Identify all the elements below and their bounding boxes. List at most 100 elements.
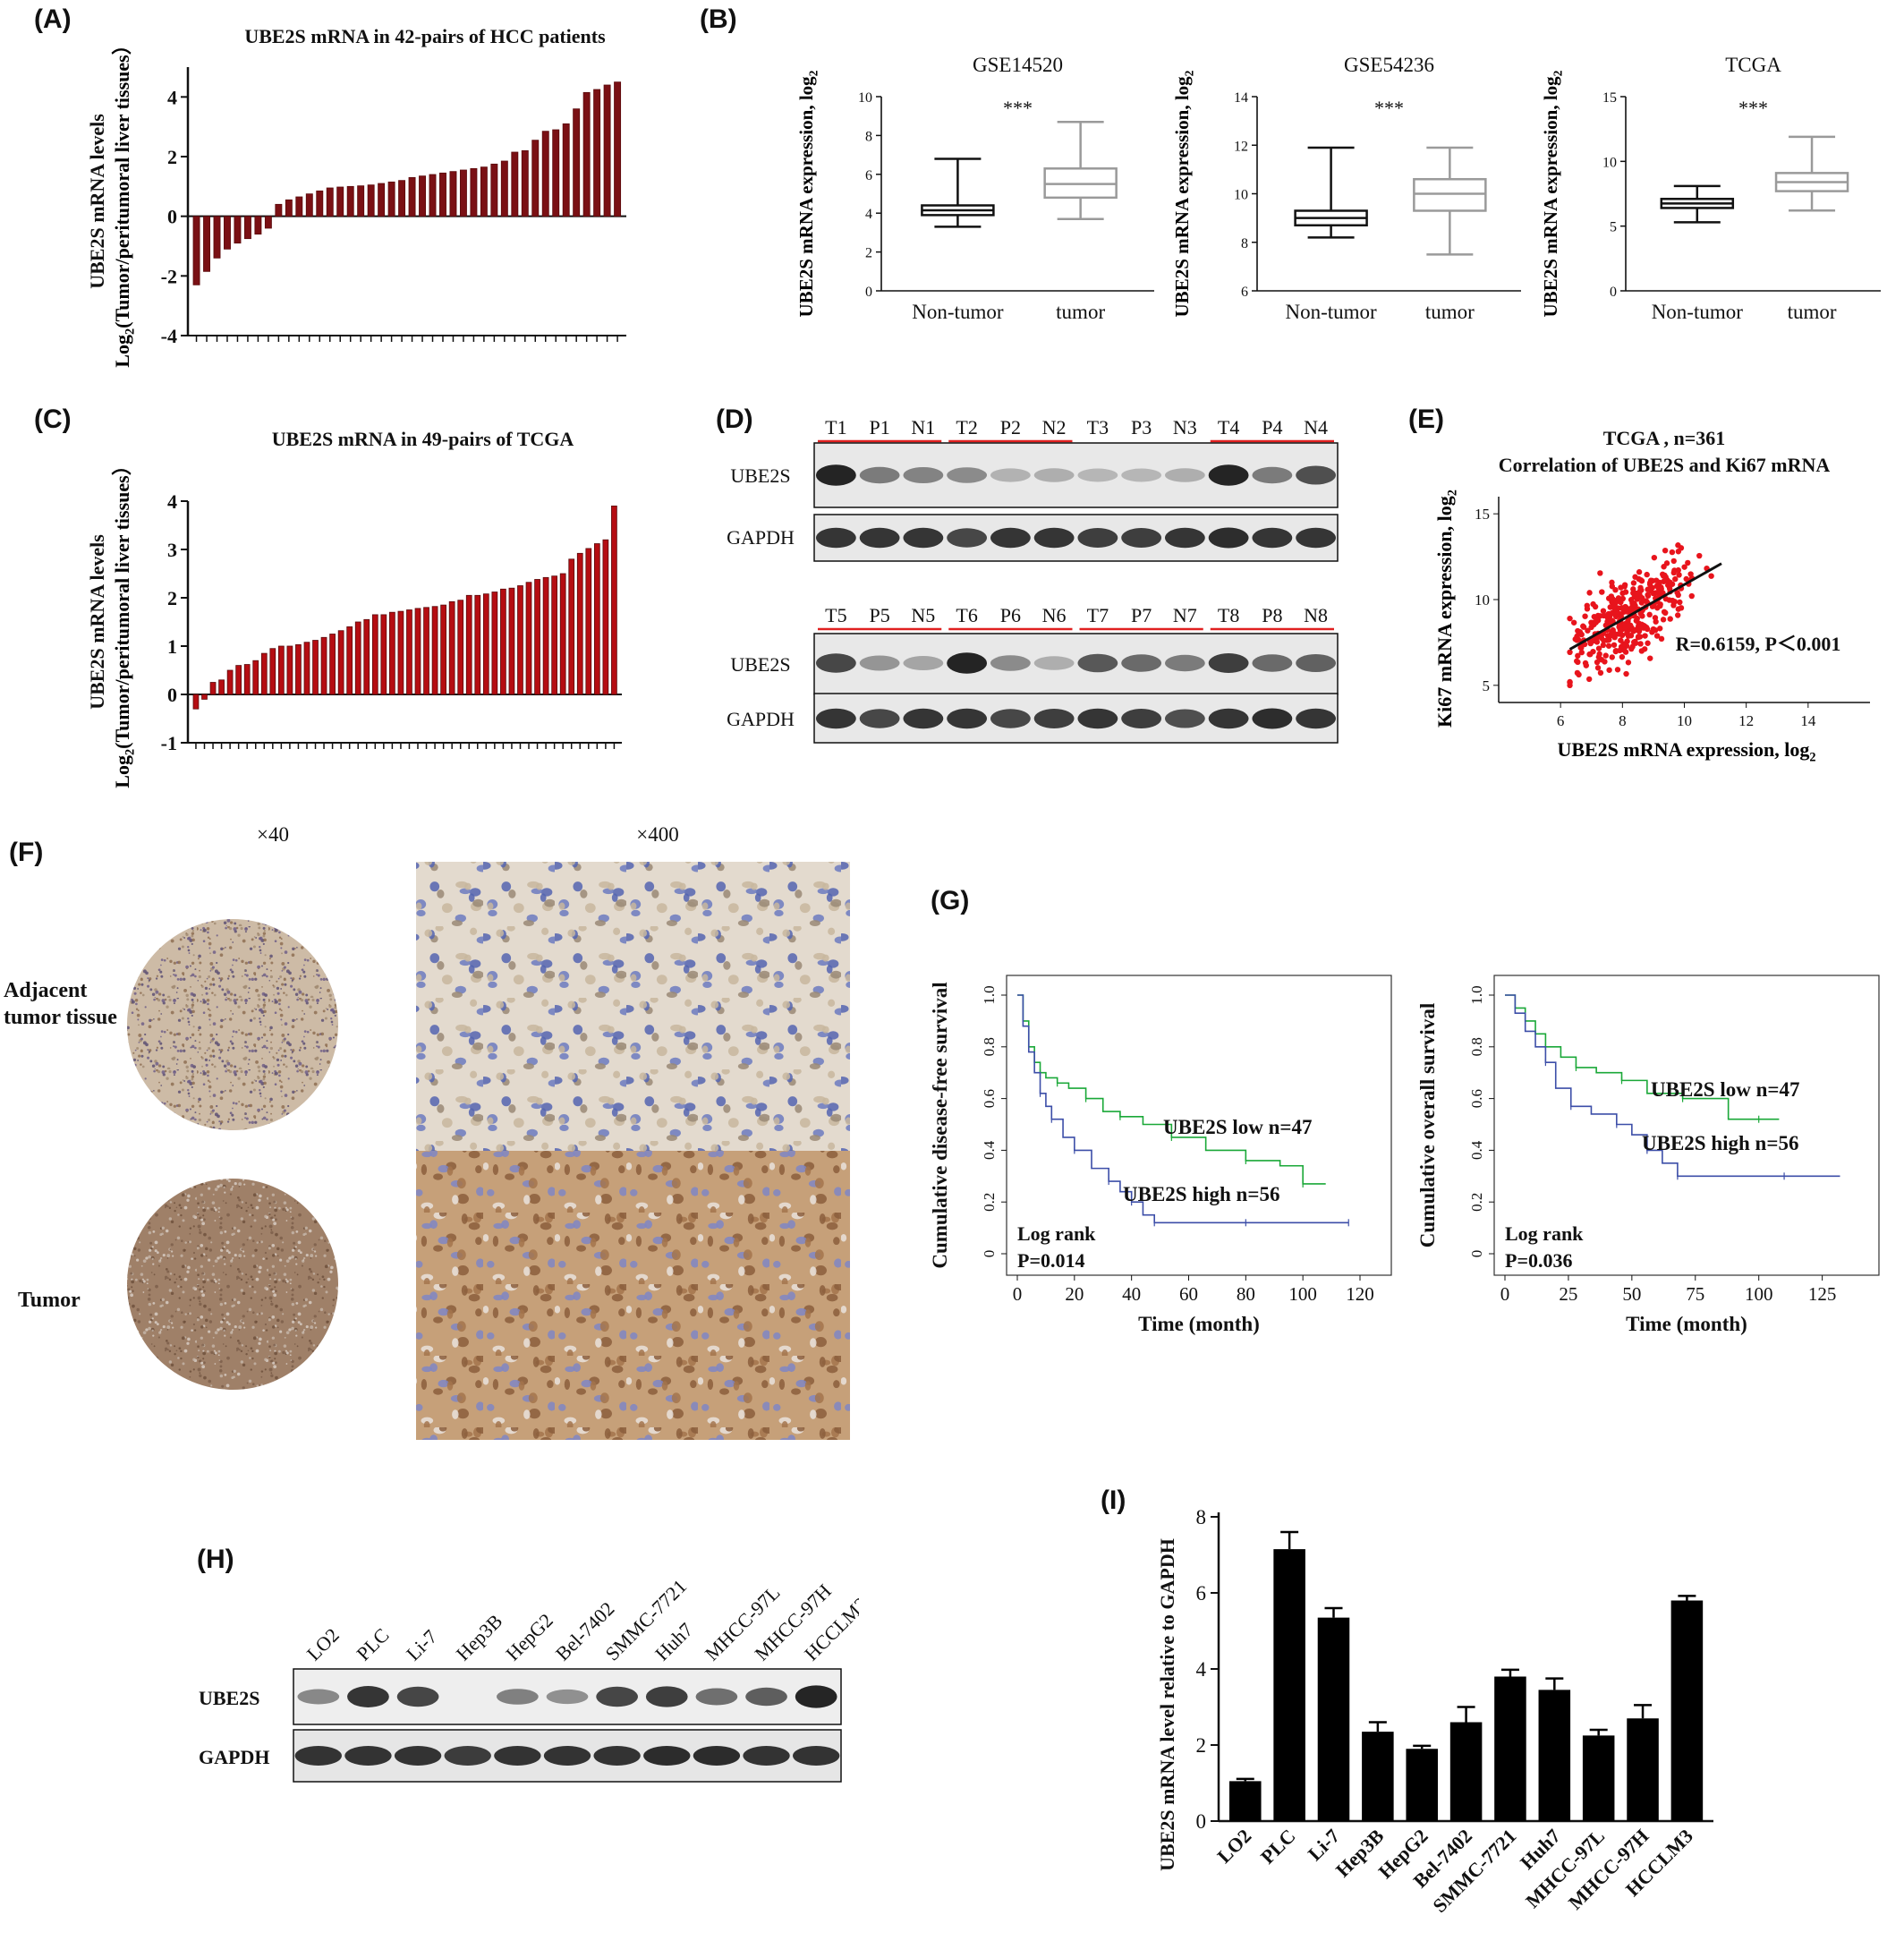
band: [645, 1686, 688, 1707]
ihc-row1-label-line1: Adjacent: [4, 979, 88, 1002]
scatter-point: [1625, 617, 1631, 625]
lane-label: P2: [1000, 416, 1021, 438]
y-tick-label: 3: [167, 539, 177, 561]
chart-g1-km-disease-free: 0 20 40 60 80 100 120 0 0.2 0.4 0.6 0.8 1.0 Time (mon…: [929, 975, 1392, 1335]
band: [1252, 654, 1293, 672]
scatter-point: [1619, 632, 1626, 639]
y-tick-label: 12: [1234, 139, 1248, 154]
box-tumor: [1413, 146, 1487, 256]
scatter-point: [1590, 648, 1596, 655]
y-tick-label: 8: [1241, 236, 1248, 251]
bar: [398, 180, 406, 217]
p-value: P=0.014: [1017, 1249, 1084, 1272]
legend-high: UBE2S high n=56: [1642, 1132, 1798, 1154]
bar: [448, 600, 455, 695]
legend-high: UBE2S high n=56: [1123, 1183, 1279, 1205]
band: [643, 1746, 691, 1766]
scatter-point: [1650, 626, 1657, 633]
bands-gapdh: [294, 1746, 840, 1766]
lane-label: T7: [1087, 604, 1109, 626]
y-tick-label: 2: [1196, 1734, 1207, 1757]
scatter-point: [1619, 653, 1626, 660]
bar: [440, 604, 446, 695]
scatter-point: [1657, 626, 1663, 632]
bar: [277, 645, 285, 695]
y-label: Cumulative overall survival: [1416, 1003, 1439, 1247]
band: [693, 1746, 741, 1766]
band: [990, 468, 1031, 482]
scatter-title-line1: TCGA , n=361: [1603, 427, 1726, 449]
lane-label: P7: [1131, 604, 1152, 626]
band: [593, 1746, 641, 1766]
scatter-point: [1662, 547, 1669, 554]
scatter-point: [1670, 558, 1677, 565]
lane-label: P1: [870, 416, 890, 438]
bar: [305, 193, 313, 217]
ihc-row2-label: Tumor: [18, 1289, 81, 1312]
lane-label: N7: [1173, 604, 1197, 626]
chart-c-bar: UBE2S mRNA in 49-pairs of TCGA -1 0 1 2 3 4 UBE…: [89, 428, 622, 788]
y-label: Cumulative disease-free survival: [929, 982, 951, 1268]
band: [990, 709, 1031, 728]
x-tick-label: 80: [1237, 1283, 1255, 1305]
band: [815, 708, 856, 729]
scatter-point: [1622, 609, 1629, 615]
scatter-point: [1644, 571, 1650, 578]
bar: [603, 84, 611, 217]
bar: [1670, 1600, 1704, 1821]
bar: [525, 582, 532, 695]
bar: [371, 614, 378, 695]
bar: [354, 621, 361, 695]
ihc-tumor-high-mag: [416, 1151, 850, 1440]
scatter-point: [1634, 595, 1640, 601]
scatter-point: [1653, 577, 1660, 583]
bar: [1362, 1732, 1394, 1821]
lane-label: P8: [1262, 604, 1282, 626]
scatter-point: [1602, 652, 1609, 659]
log-rank-label: Log rank: [1505, 1222, 1584, 1245]
scatter-point: [1629, 600, 1636, 607]
lane-label: P5: [870, 604, 890, 626]
x-tick-label: 20: [1065, 1283, 1084, 1305]
x-tick-label: 14: [1800, 712, 1816, 729]
scatter-point: [1675, 606, 1682, 612]
scatter-point: [1677, 599, 1683, 606]
bar: [593, 543, 600, 695]
lane-label: N4: [1304, 416, 1328, 438]
band: [1208, 527, 1249, 549]
y-tick-label: 8: [1196, 1506, 1207, 1528]
bands-ube2s-row1: [815, 464, 1337, 486]
scatter-point: [1600, 608, 1607, 614]
lane-label: N1: [911, 416, 935, 438]
scatter-point: [1585, 627, 1591, 634]
scatter-point: [1619, 590, 1626, 597]
lane-label: T2: [956, 416, 977, 438]
y-tick-label: 10: [1602, 155, 1617, 170]
western-blot-d: T1 P1 N1 T2 P2 N2 T3 P3 N3 T4 P4 N4 UBE2S GAPDH T5 P5 N5…: [727, 416, 1339, 744]
y-tick-label: 0: [167, 684, 177, 706]
scatter-point: [1618, 613, 1625, 619]
box-non-tumor: [1660, 184, 1735, 224]
lane-label: T8: [1218, 604, 1239, 626]
x-category-label: tumor: [1056, 301, 1105, 323]
x-category-label: tumor: [1788, 301, 1837, 323]
band: [1033, 527, 1075, 549]
scatter-point: [1660, 573, 1667, 579]
bar: [457, 600, 464, 695]
bar: [218, 679, 225, 695]
panel-label-b: (B): [700, 4, 737, 34]
p-value: P=0.036: [1505, 1249, 1572, 1272]
scatter-point: [1662, 609, 1669, 617]
scatter-point: [1612, 648, 1619, 655]
scatter-point: [1588, 624, 1594, 631]
y-tick-label: 4: [167, 490, 177, 513]
band: [1077, 653, 1118, 673]
bands-gapdh-row1: [815, 527, 1337, 549]
scatter-point: [1611, 630, 1618, 636]
x-category-label: PLC: [1256, 1825, 1300, 1869]
band: [496, 1689, 539, 1705]
x-category-label: Non-tumor: [1652, 301, 1744, 323]
x-tick-label: 25: [1559, 1283, 1577, 1305]
scatter-point: [1587, 640, 1594, 647]
scatter-point: [1696, 552, 1703, 559]
